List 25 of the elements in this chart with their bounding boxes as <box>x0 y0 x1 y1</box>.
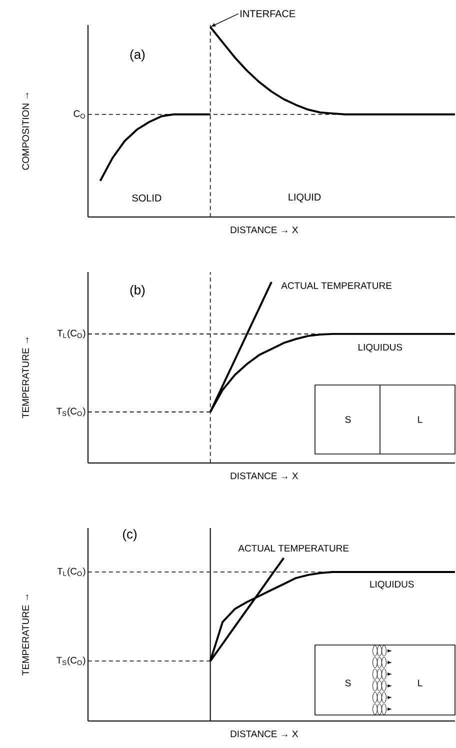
x-axis-title: DISTANCE → X <box>230 730 298 738</box>
annotation: (b) <box>130 285 145 298</box>
x-axis-title: DISTANCE → X <box>230 472 298 480</box>
series-label: ACTUAL TEMPERATURE <box>238 544 349 552</box>
annotation: L <box>418 416 422 423</box>
ref-line-label: T$_{S}$(C$_{O}$) <box>56 656 86 666</box>
y-axis-title: TEMPERATURE → <box>22 594 29 676</box>
series-label: ACTUAL TEMPERATURE <box>281 282 392 289</box>
series-label: LIQUIDUS <box>358 344 402 352</box>
annotation: S <box>345 416 351 423</box>
ref-line-label: T$_{S}$(C$_{O}$) <box>56 408 86 416</box>
text: INTERFACE <box>240 10 296 18</box>
series-label: LIQUIDUS <box>370 580 414 590</box>
x-axis-title: DISTANCE → X <box>230 226 298 234</box>
annotation: L <box>418 680 422 686</box>
y-axis-title: COMPOSITION → <box>22 92 29 170</box>
annotation: LIQUID <box>288 194 321 202</box>
y-axis-title: TEMPERATURE → <box>22 338 29 418</box>
ref-line-label: C$_{O}$ <box>74 110 85 118</box>
ref-line-label: T$_{L}$(C$_{O}$) <box>57 330 86 338</box>
annotation: (a) <box>130 49 145 62</box>
ref-line-label: T$_{L}$(C$_{O}$) <box>57 568 86 576</box>
annotation: SOLID <box>132 194 162 202</box>
annotation: S <box>345 680 351 686</box>
text: (c) <box>123 529 137 542</box>
